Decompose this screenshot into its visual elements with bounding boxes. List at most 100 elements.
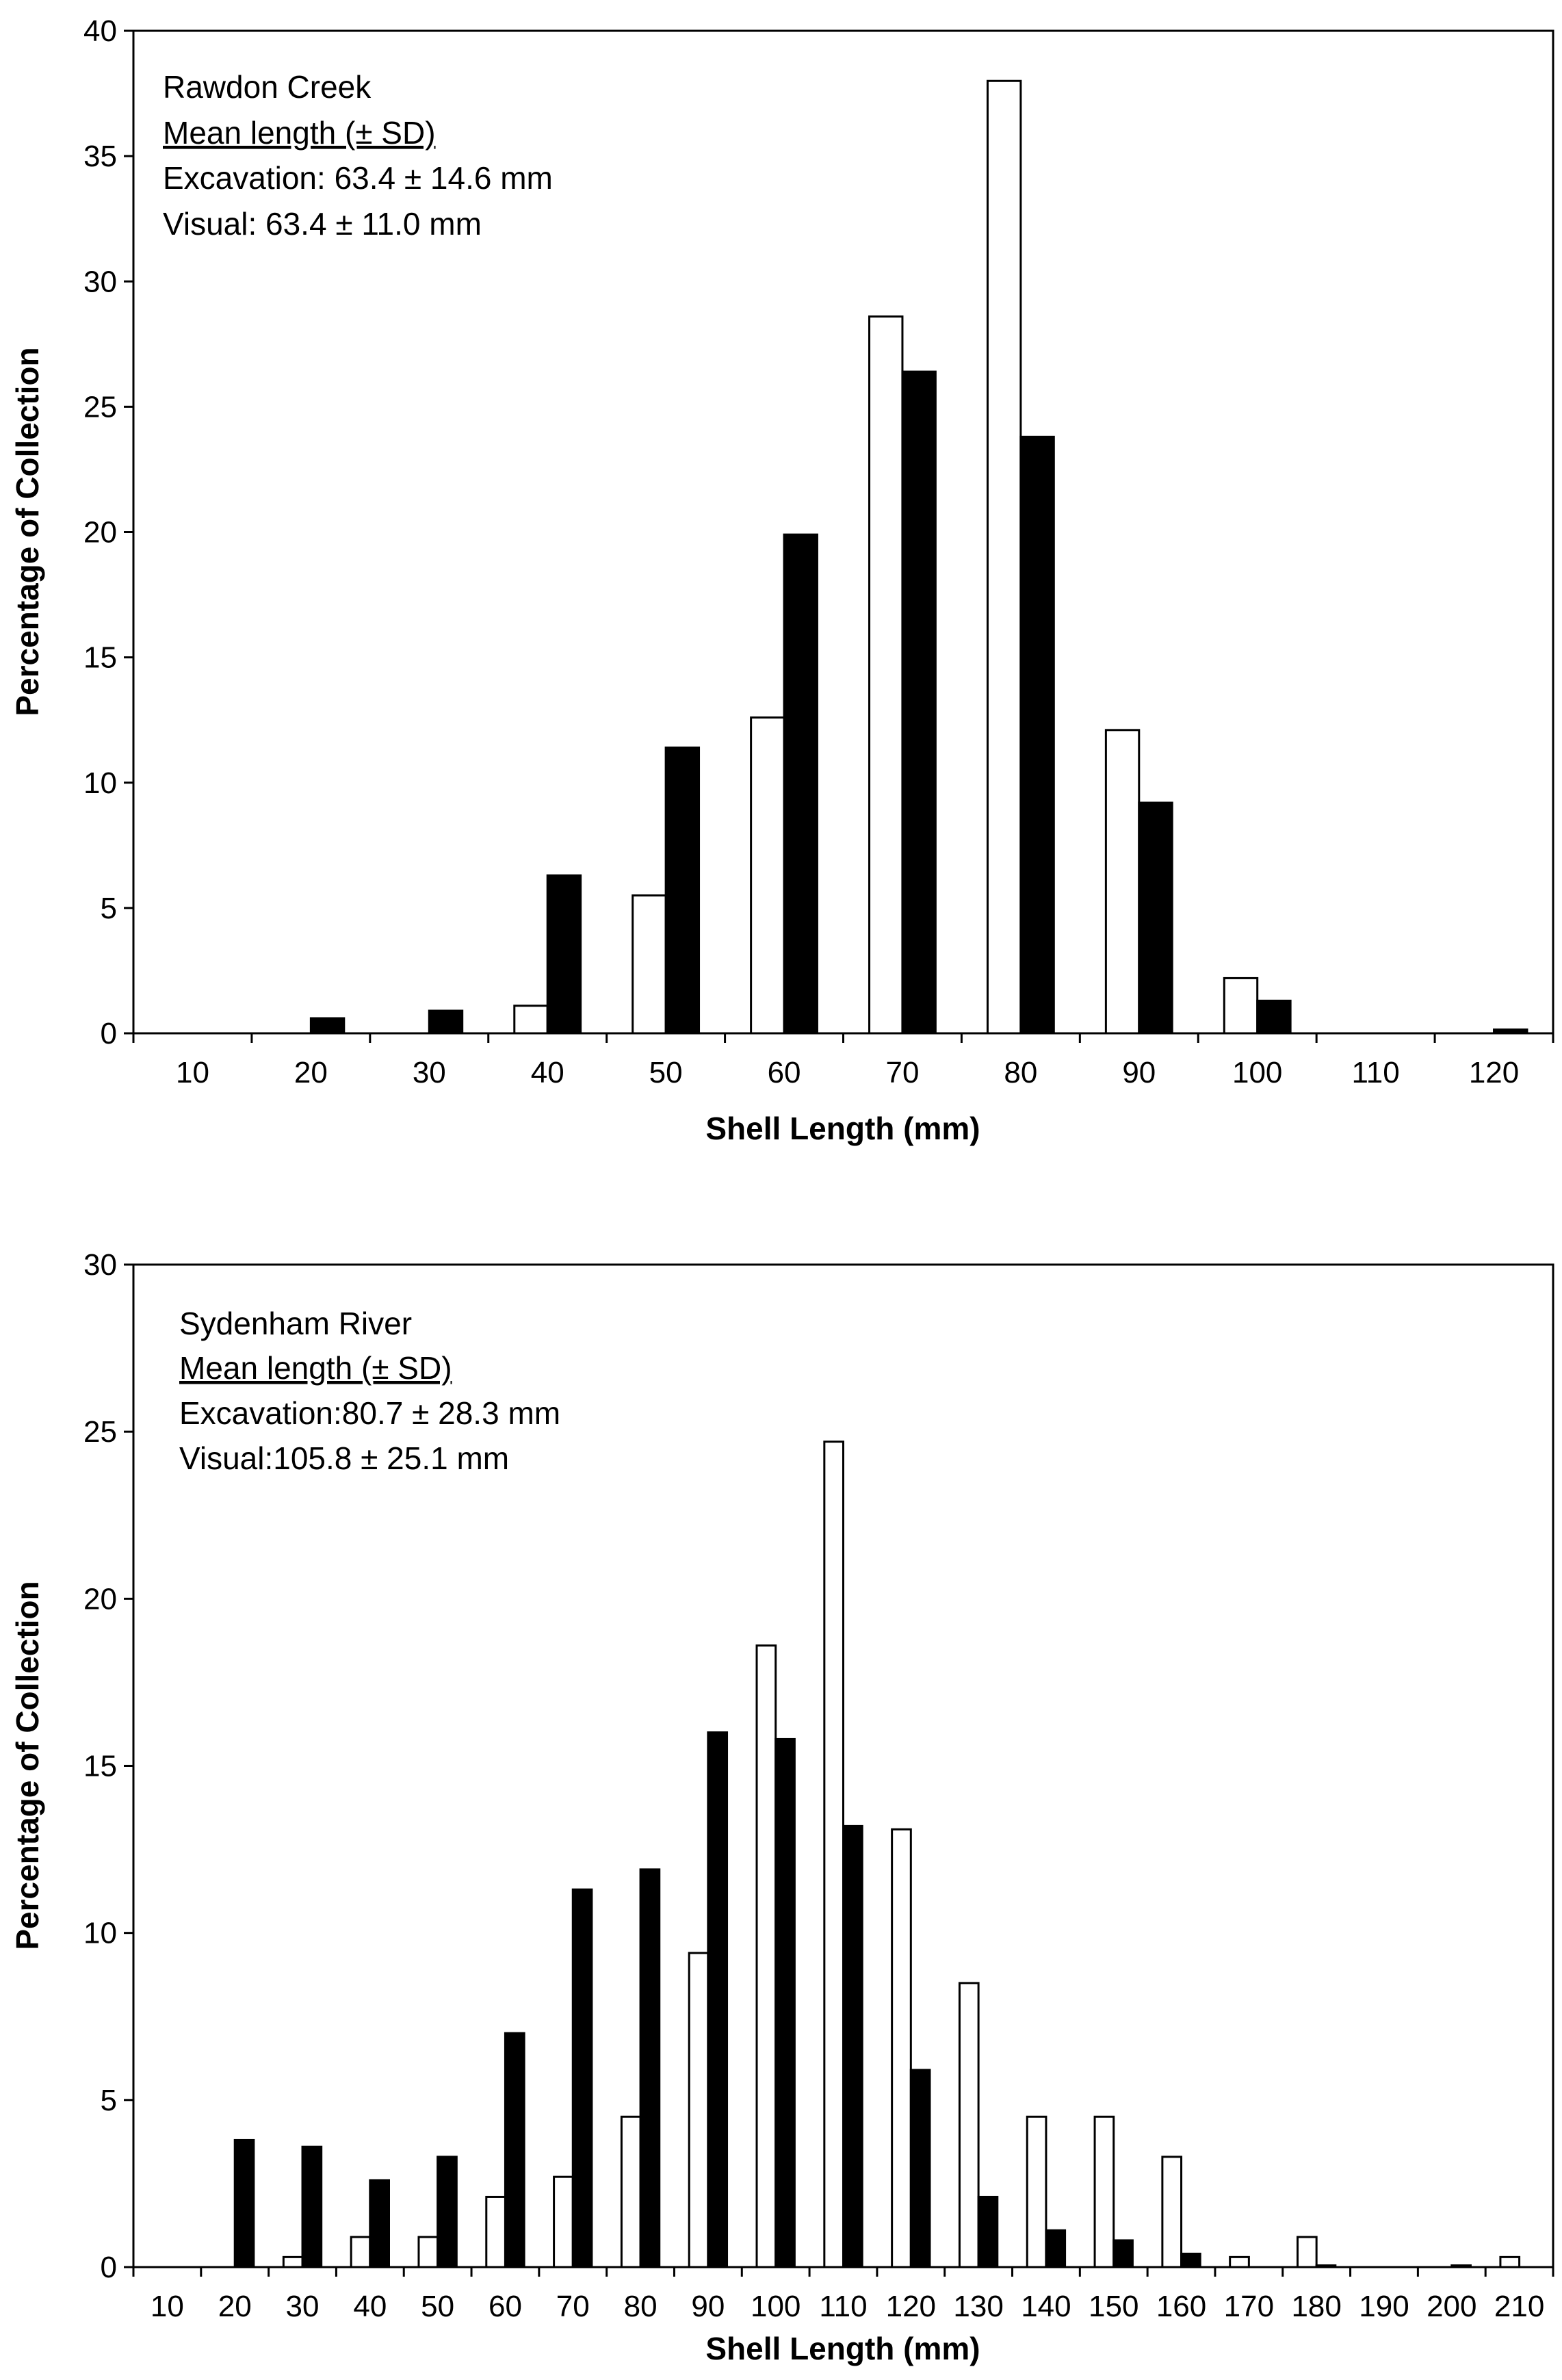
bar-excavation-120 bbox=[909, 2069, 931, 2268]
bar-visual-60 bbox=[750, 716, 785, 1035]
site-name: Rawdon Creek bbox=[163, 69, 372, 105]
x-tick-label: 50 bbox=[421, 2290, 454, 2323]
x-ticks: 10 20 30 40 50 60 70 80 90 100 110 120 130 140 150 160 1… bbox=[132, 2267, 1554, 2323]
x-tick-label: 100 bbox=[751, 2290, 800, 2323]
bar-excavation-150 bbox=[1112, 2239, 1134, 2268]
x-tick-label: 80 bbox=[624, 2290, 658, 2323]
bar-excavation-70 bbox=[571, 1888, 593, 2268]
bar-excavation-110 bbox=[842, 1824, 863, 2268]
x-tick-label: 60 bbox=[489, 2290, 522, 2323]
x-tick-label: 170 bbox=[1224, 2290, 1274, 2323]
x-tick-label: 180 bbox=[1291, 2290, 1341, 2323]
y-tick-label: 15 bbox=[83, 641, 117, 675]
y-tick-label: 5 bbox=[101, 892, 117, 925]
chart-rawdon-creek: 0 5 10 15 20 25 30 35 40 10 20 30 40 50 60 70 80 90 100 11… bbox=[10, 14, 1554, 1146]
bar-excavation-50 bbox=[437, 2156, 458, 2268]
y-tick-label: 25 bbox=[83, 1415, 117, 1449]
x-tick-label: 100 bbox=[1232, 1056, 1282, 1089]
bar-visual-60 bbox=[485, 2195, 506, 2268]
y-tick-label: 35 bbox=[83, 140, 117, 173]
bar-visual-90 bbox=[1104, 729, 1141, 1035]
y-axis-title: Percentage of Collection bbox=[10, 1581, 45, 1950]
bar-visual-30 bbox=[282, 2255, 304, 2268]
bar-excavation-80 bbox=[1019, 435, 1055, 1035]
y-tick-label: 0 bbox=[101, 1017, 117, 1050]
x-tick-label: 90 bbox=[691, 2290, 725, 2323]
bar-excavation-180 bbox=[1315, 2264, 1337, 2268]
x-tick-label: 160 bbox=[1156, 2290, 1206, 2323]
x-tick-label: 90 bbox=[1122, 1056, 1156, 1089]
visual-mean: Visual:105.8 ± 25.1 mm bbox=[179, 1440, 509, 1476]
x-tick-label: 190 bbox=[1359, 2290, 1409, 2323]
mean-length-heading: Mean length (± SD) bbox=[163, 115, 436, 151]
x-tick-label: 110 bbox=[1352, 1056, 1400, 1089]
bar-visual-70 bbox=[868, 315, 904, 1035]
x-tick-label: 60 bbox=[768, 1056, 801, 1089]
bar-excavation-30 bbox=[301, 2145, 323, 2268]
y-tick-label: 30 bbox=[83, 265, 117, 298]
bar-visual-180 bbox=[1297, 2236, 1318, 2268]
x-axis-title: Shell Length (mm) bbox=[705, 2331, 980, 2366]
x-tick-label: 150 bbox=[1089, 2290, 1138, 2323]
bar-excavation-130 bbox=[977, 2195, 999, 2268]
bar-visual-90 bbox=[688, 1952, 710, 2268]
bar-excavation-60 bbox=[783, 533, 818, 1035]
bar-visual-100 bbox=[1223, 976, 1259, 1035]
x-tick-label: 210 bbox=[1494, 2290, 1544, 2323]
x-tick-label: 80 bbox=[1004, 1056, 1037, 1089]
bar-visual-170 bbox=[1229, 2255, 1250, 2268]
bar-visual-110 bbox=[823, 1440, 845, 2268]
bar-visual-50 bbox=[632, 894, 667, 1035]
x-tick-label: 110 bbox=[819, 2290, 867, 2323]
bar-visual-40 bbox=[350, 2236, 372, 2268]
x-tick-label: 20 bbox=[218, 2290, 252, 2323]
bar-visual-140 bbox=[1026, 2115, 1047, 2268]
excavation-mean: Excavation:80.7 ± 28.3 mm bbox=[179, 1395, 560, 1431]
y-tick-label: 20 bbox=[83, 1582, 117, 1616]
x-tick-label: 40 bbox=[353, 2290, 387, 2323]
x-tick-label: 30 bbox=[413, 1056, 446, 1089]
bar-excavation-40 bbox=[546, 874, 582, 1035]
bar-visual-100 bbox=[755, 1644, 777, 2268]
x-tick-label: 120 bbox=[1469, 1056, 1519, 1089]
x-tick-label: 140 bbox=[1021, 2290, 1071, 2323]
bar-visual-40 bbox=[513, 1005, 549, 1035]
y-axis-title: Percentage of Collection bbox=[10, 347, 45, 716]
bar-excavation-140 bbox=[1045, 2229, 1067, 2268]
y-tick-label: 30 bbox=[83, 1248, 117, 1282]
bar-excavation-50 bbox=[664, 746, 701, 1035]
x-ticks: 10 20 30 40 50 60 70 80 90 100 110 120 bbox=[132, 1033, 1554, 1089]
y-ticks: 0 5 10 15 20 25 30 35 40 bbox=[83, 14, 133, 1050]
x-tick-label: 200 bbox=[1427, 2290, 1476, 2323]
bar-excavation-20 bbox=[309, 1017, 346, 1035]
y-tick-label: 10 bbox=[83, 1917, 117, 1950]
x-tick-label: 30 bbox=[286, 2290, 320, 2323]
bar-excavation-90 bbox=[707, 1731, 729, 2268]
x-tick-label: 70 bbox=[556, 2290, 590, 2323]
bar-visual-210 bbox=[1499, 2255, 1521, 2268]
bar-excavation-90 bbox=[1138, 801, 1173, 1035]
bar-excavation-80 bbox=[639, 1868, 661, 2268]
bar-visual-80 bbox=[986, 79, 1022, 1035]
y-ticks: 0 5 10 15 20 25 30 bbox=[83, 1248, 133, 2284]
y-tick-label: 15 bbox=[83, 1750, 117, 1783]
bar-excavation-60 bbox=[504, 2032, 525, 2268]
bar-visual-50 bbox=[417, 2236, 439, 2268]
y-tick-label: 40 bbox=[83, 14, 117, 48]
visual-mean: Visual: 63.4 ± 11.0 mm bbox=[163, 206, 482, 242]
bar-visual-70 bbox=[553, 2175, 574, 2268]
bar-excavation-120 bbox=[1493, 1029, 1528, 1035]
annotation: Sydenham River Mean length (± SD) Excava… bbox=[179, 1306, 560, 1476]
excavation-mean: Excavation: 63.4 ± 14.6 mm bbox=[163, 160, 553, 196]
bar-excavation-30 bbox=[428, 1009, 464, 1035]
bar-visual-150 bbox=[1093, 2115, 1115, 2268]
y-tick-label: 10 bbox=[83, 766, 117, 800]
bar-visual-130 bbox=[958, 1982, 980, 2268]
bar-visual-160 bbox=[1161, 2156, 1183, 2268]
bar-excavation-70 bbox=[901, 370, 937, 1035]
site-name: Sydenham River bbox=[179, 1306, 412, 1341]
x-tick-label: 130 bbox=[953, 2290, 1003, 2323]
chart-sydenham-river: 0 5 10 15 20 25 30 10 20 30 40 50 60 70 80 90 100 110 120… bbox=[10, 1248, 1554, 2366]
x-tick-label: 120 bbox=[886, 2290, 936, 2323]
